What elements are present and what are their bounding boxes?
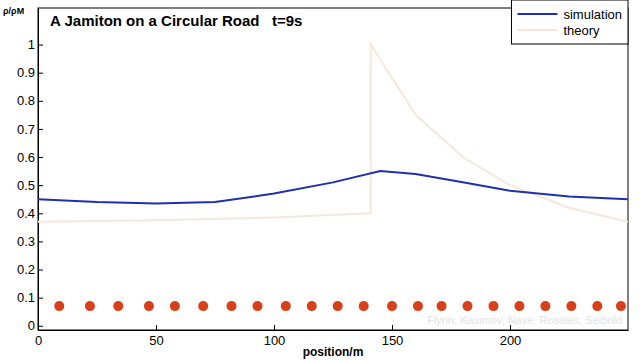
legend-swatch	[517, 29, 557, 31]
tick-mark	[38, 157, 43, 158]
legend-label: simulation	[563, 7, 622, 22]
tick-mark	[392, 325, 393, 330]
axis-line	[38, 9, 39, 331]
series-line	[38, 171, 628, 203]
tick-label: 150	[382, 333, 404, 348]
vehicle	[463, 301, 473, 311]
vehicle	[307, 301, 317, 311]
tick-label: 0.6	[17, 150, 35, 165]
annotation: Flynn, Kasimov, Nave, Rosales, Seibold	[427, 314, 622, 326]
tick-mark	[38, 270, 43, 271]
tick-label: 0.3	[17, 234, 35, 249]
vehicle	[113, 301, 123, 311]
tick-label: 0.4	[17, 206, 35, 221]
vehicle	[514, 301, 524, 311]
tick-mark	[38, 298, 43, 299]
vehicle	[252, 301, 262, 311]
vehicle	[437, 301, 447, 311]
tick-label: 0.9	[17, 65, 35, 80]
vehicle	[540, 301, 550, 311]
tick-mark	[38, 45, 43, 46]
tick: 200	[500, 325, 522, 348]
axis-line	[39, 330, 629, 331]
y-axis: 0 0.1 0.2 0.3 0.4 0.5 0.6 0.7 0.8 0.9 1	[17, 9, 43, 334]
tick: 0.3	[17, 234, 43, 249]
tick: 0.4	[17, 206, 43, 221]
vehicle	[333, 301, 343, 311]
title: A Jamiton on a Circular Road t=9s	[50, 12, 302, 29]
vehicle	[54, 301, 64, 311]
vehicle	[198, 301, 208, 311]
tick-label: 0	[35, 333, 42, 348]
tick: 0.8	[17, 93, 43, 108]
vehicle	[227, 301, 237, 311]
tick-mark	[38, 73, 43, 74]
vehicle	[413, 301, 423, 311]
tick: 0.2	[17, 262, 43, 277]
tick: 0.6	[17, 150, 43, 165]
vehicle	[281, 301, 291, 311]
tick-label: 0	[28, 318, 35, 333]
plot-frame	[38, 8, 628, 330]
tick-label: 0.7	[17, 122, 35, 137]
legend-swatch	[517, 13, 557, 15]
vehicle	[85, 301, 95, 311]
vehicle	[387, 301, 397, 311]
tick-label: 0.5	[17, 178, 35, 193]
tick-label: 0.1	[17, 290, 35, 305]
tick-label: 0.2	[17, 262, 35, 277]
tick-label: 1	[28, 37, 35, 52]
tick: 0.7	[17, 122, 43, 137]
tick-label: 0.8	[17, 93, 35, 108]
legend-box	[511, 0, 628, 44]
tick-mark	[274, 325, 275, 330]
tick-mark	[38, 326, 43, 327]
tick-mark	[38, 241, 43, 242]
tick: 50	[149, 325, 163, 348]
tick: 0	[28, 318, 43, 333]
tick-label: 100	[264, 333, 286, 348]
vehicle	[566, 301, 576, 311]
vehicle	[616, 301, 626, 311]
plot-area	[38, 45, 628, 312]
tick: 0.1	[17, 290, 43, 305]
tick-mark	[38, 101, 43, 102]
tick-mark	[156, 325, 157, 330]
tick-mark	[38, 129, 43, 130]
x-axis-title: position/m	[303, 345, 364, 359]
vehicle	[359, 301, 369, 311]
tick: 0.9	[17, 65, 43, 80]
vehicle	[488, 301, 498, 311]
tick: 0.5	[17, 178, 43, 193]
vehicle	[592, 301, 602, 311]
tick: 1	[28, 37, 43, 52]
vehicle	[170, 301, 180, 311]
legend: simulationtheory	[511, 0, 628, 44]
tick-mark	[38, 185, 43, 186]
series-line	[38, 45, 628, 222]
chart: 0 50 100 150 200 0 0.1 0.2 0.3 0.4 0.5 0.6 0.7 0.8 0.9…	[0, 0, 640, 360]
tick-mark	[38, 213, 43, 214]
vehicle	[144, 301, 154, 311]
tick: 150	[382, 325, 404, 348]
tick-label: 50	[149, 333, 163, 348]
y-axis-title: ρ/ρM	[3, 6, 24, 16]
tick-label: 200	[500, 333, 522, 348]
tick: 100	[264, 325, 286, 348]
legend-label: theory	[563, 23, 600, 38]
